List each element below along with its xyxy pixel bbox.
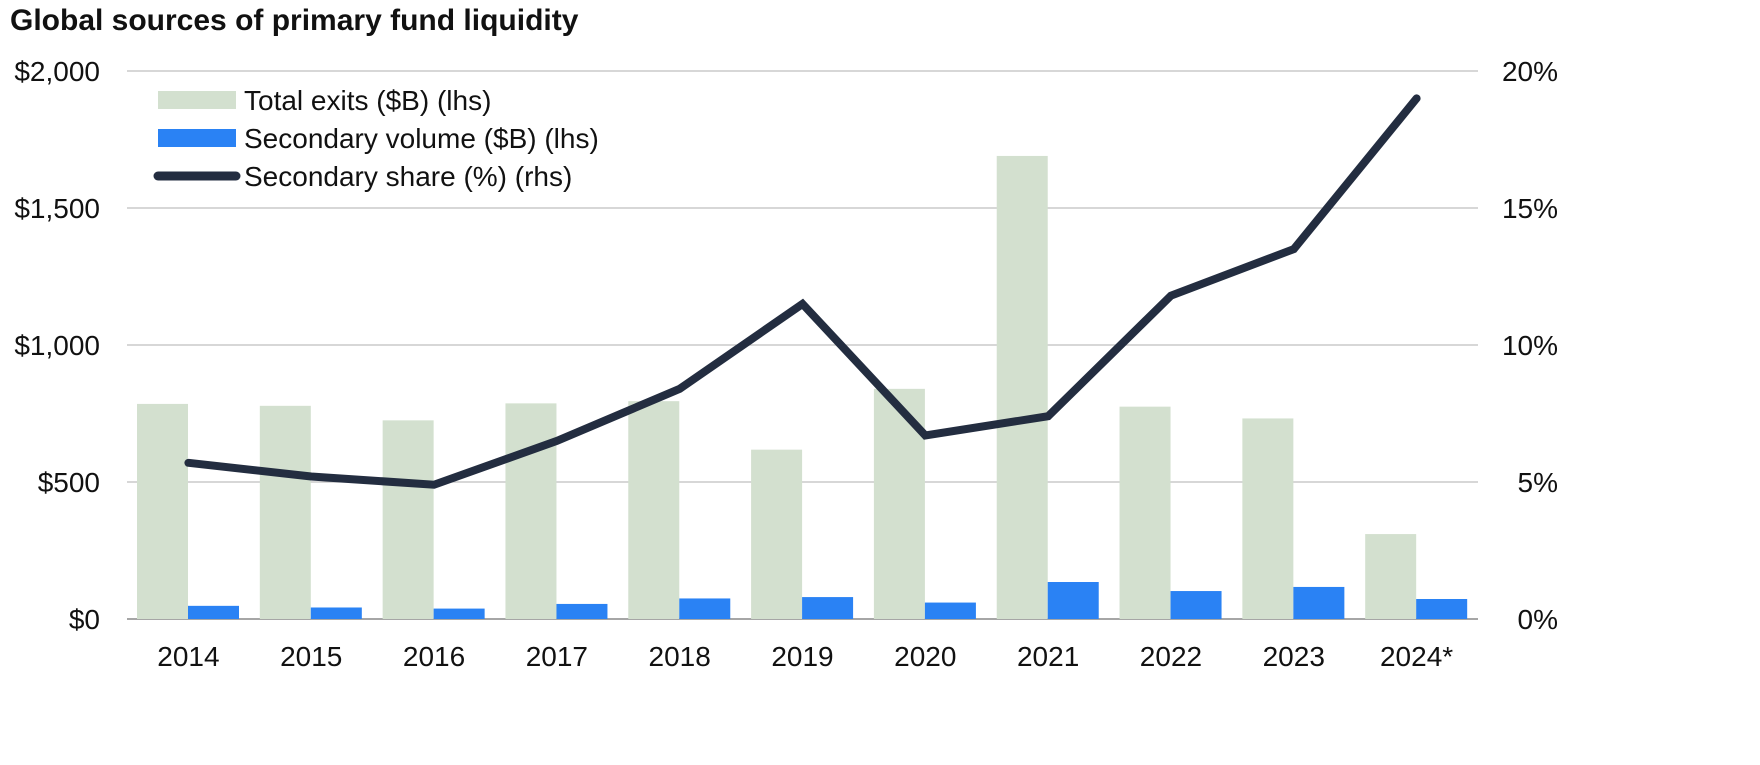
legend-label-secondary-share: Secondary share (%) (rhs) [244,161,572,192]
point-secondary-share [1046,414,1051,419]
x-tick-label: 2018 [649,641,711,672]
legend-swatch-total-exits [158,91,236,109]
bar-total-exits [628,401,680,619]
chart-title: Global sources of primary fund liquidity [10,4,579,37]
point-secondary-share [800,301,805,306]
bar-total-exits [1242,418,1294,619]
bar-total-exits [382,420,434,619]
point-secondary-share [923,433,928,438]
x-tick-label: 2023 [1263,641,1325,672]
point-secondary-share [309,474,314,479]
bar-total-exits [259,405,311,619]
bar-secondary-volume [924,602,976,619]
bar-total-exits [1365,534,1417,619]
bar-total-exits [751,449,803,619]
bar-secondary-volume [556,603,608,619]
x-tick-label: 2021 [1017,641,1079,672]
x-tick-label: 2015 [280,641,342,672]
point-secondary-share [677,386,682,391]
y-right-tick-label: 0% [1518,604,1558,635]
point-secondary-share [1414,96,1419,101]
point-secondary-share [554,438,559,443]
x-tick-label: 2017 [526,641,588,672]
y-left-tick-label: $2,000 [14,56,100,87]
bar-secondary-volume [433,608,485,619]
bar-secondary-volume [1293,586,1345,619]
bar-total-exits [1119,406,1171,619]
bar-secondary-volume [1170,591,1222,619]
bar-total-exits [137,403,188,619]
x-tick-label: 2024* [1380,641,1453,672]
y-left-tick-label: $1,500 [14,193,100,224]
y-right-tick-label: 15% [1502,193,1558,224]
legend-swatch-secondary-volume [158,129,236,147]
legend-label-total-exits: Total exits ($B) (lhs) [244,85,491,116]
point-secondary-share [186,460,191,465]
y-left-tick-label: $500 [38,467,100,498]
x-tick-label: 2022 [1140,641,1202,672]
y-right-tick-label: 5% [1518,467,1558,498]
bar-secondary-volume [188,605,239,619]
bar-secondary-volume [1047,582,1099,619]
x-tick-label: 2014 [157,641,219,672]
bar-total-exits [996,155,1048,619]
x-tick-label: 2019 [771,641,833,672]
bar-total-exits [505,403,557,619]
bar-secondary-volume [310,607,362,619]
y-right-tick-label: 10% [1502,330,1558,361]
line-secondary-share [184,94,1421,489]
legend-label-secondary-volume: Secondary volume ($B) (lhs) [244,123,599,154]
bar-secondary-volume [679,598,731,619]
y-right-tick-label: 20% [1502,56,1558,87]
x-tick-label: 2020 [894,641,956,672]
bar-secondary-volume [1416,598,1468,619]
y-left-tick-label: $1,000 [14,330,100,361]
point-secondary-share [1168,293,1173,298]
point-secondary-share [432,482,437,487]
point-secondary-share [1291,247,1296,252]
x-tick-label: 2016 [403,641,465,672]
bar-secondary-volume [802,597,854,619]
y-left-tick-label: $0 [69,604,100,635]
